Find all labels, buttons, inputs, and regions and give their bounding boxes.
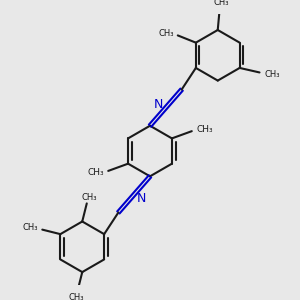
Text: CH₃: CH₃: [22, 223, 38, 232]
Text: CH₃: CH₃: [196, 125, 213, 134]
Text: CH₃: CH₃: [214, 0, 229, 8]
Text: CH₃: CH₃: [68, 293, 84, 300]
Text: N: N: [154, 98, 163, 111]
Text: N: N: [137, 191, 146, 205]
Text: CH₃: CH₃: [82, 193, 97, 202]
Text: CH₃: CH₃: [264, 70, 280, 79]
Text: CH₃: CH₃: [87, 168, 104, 177]
Text: CH₃: CH₃: [159, 29, 174, 38]
